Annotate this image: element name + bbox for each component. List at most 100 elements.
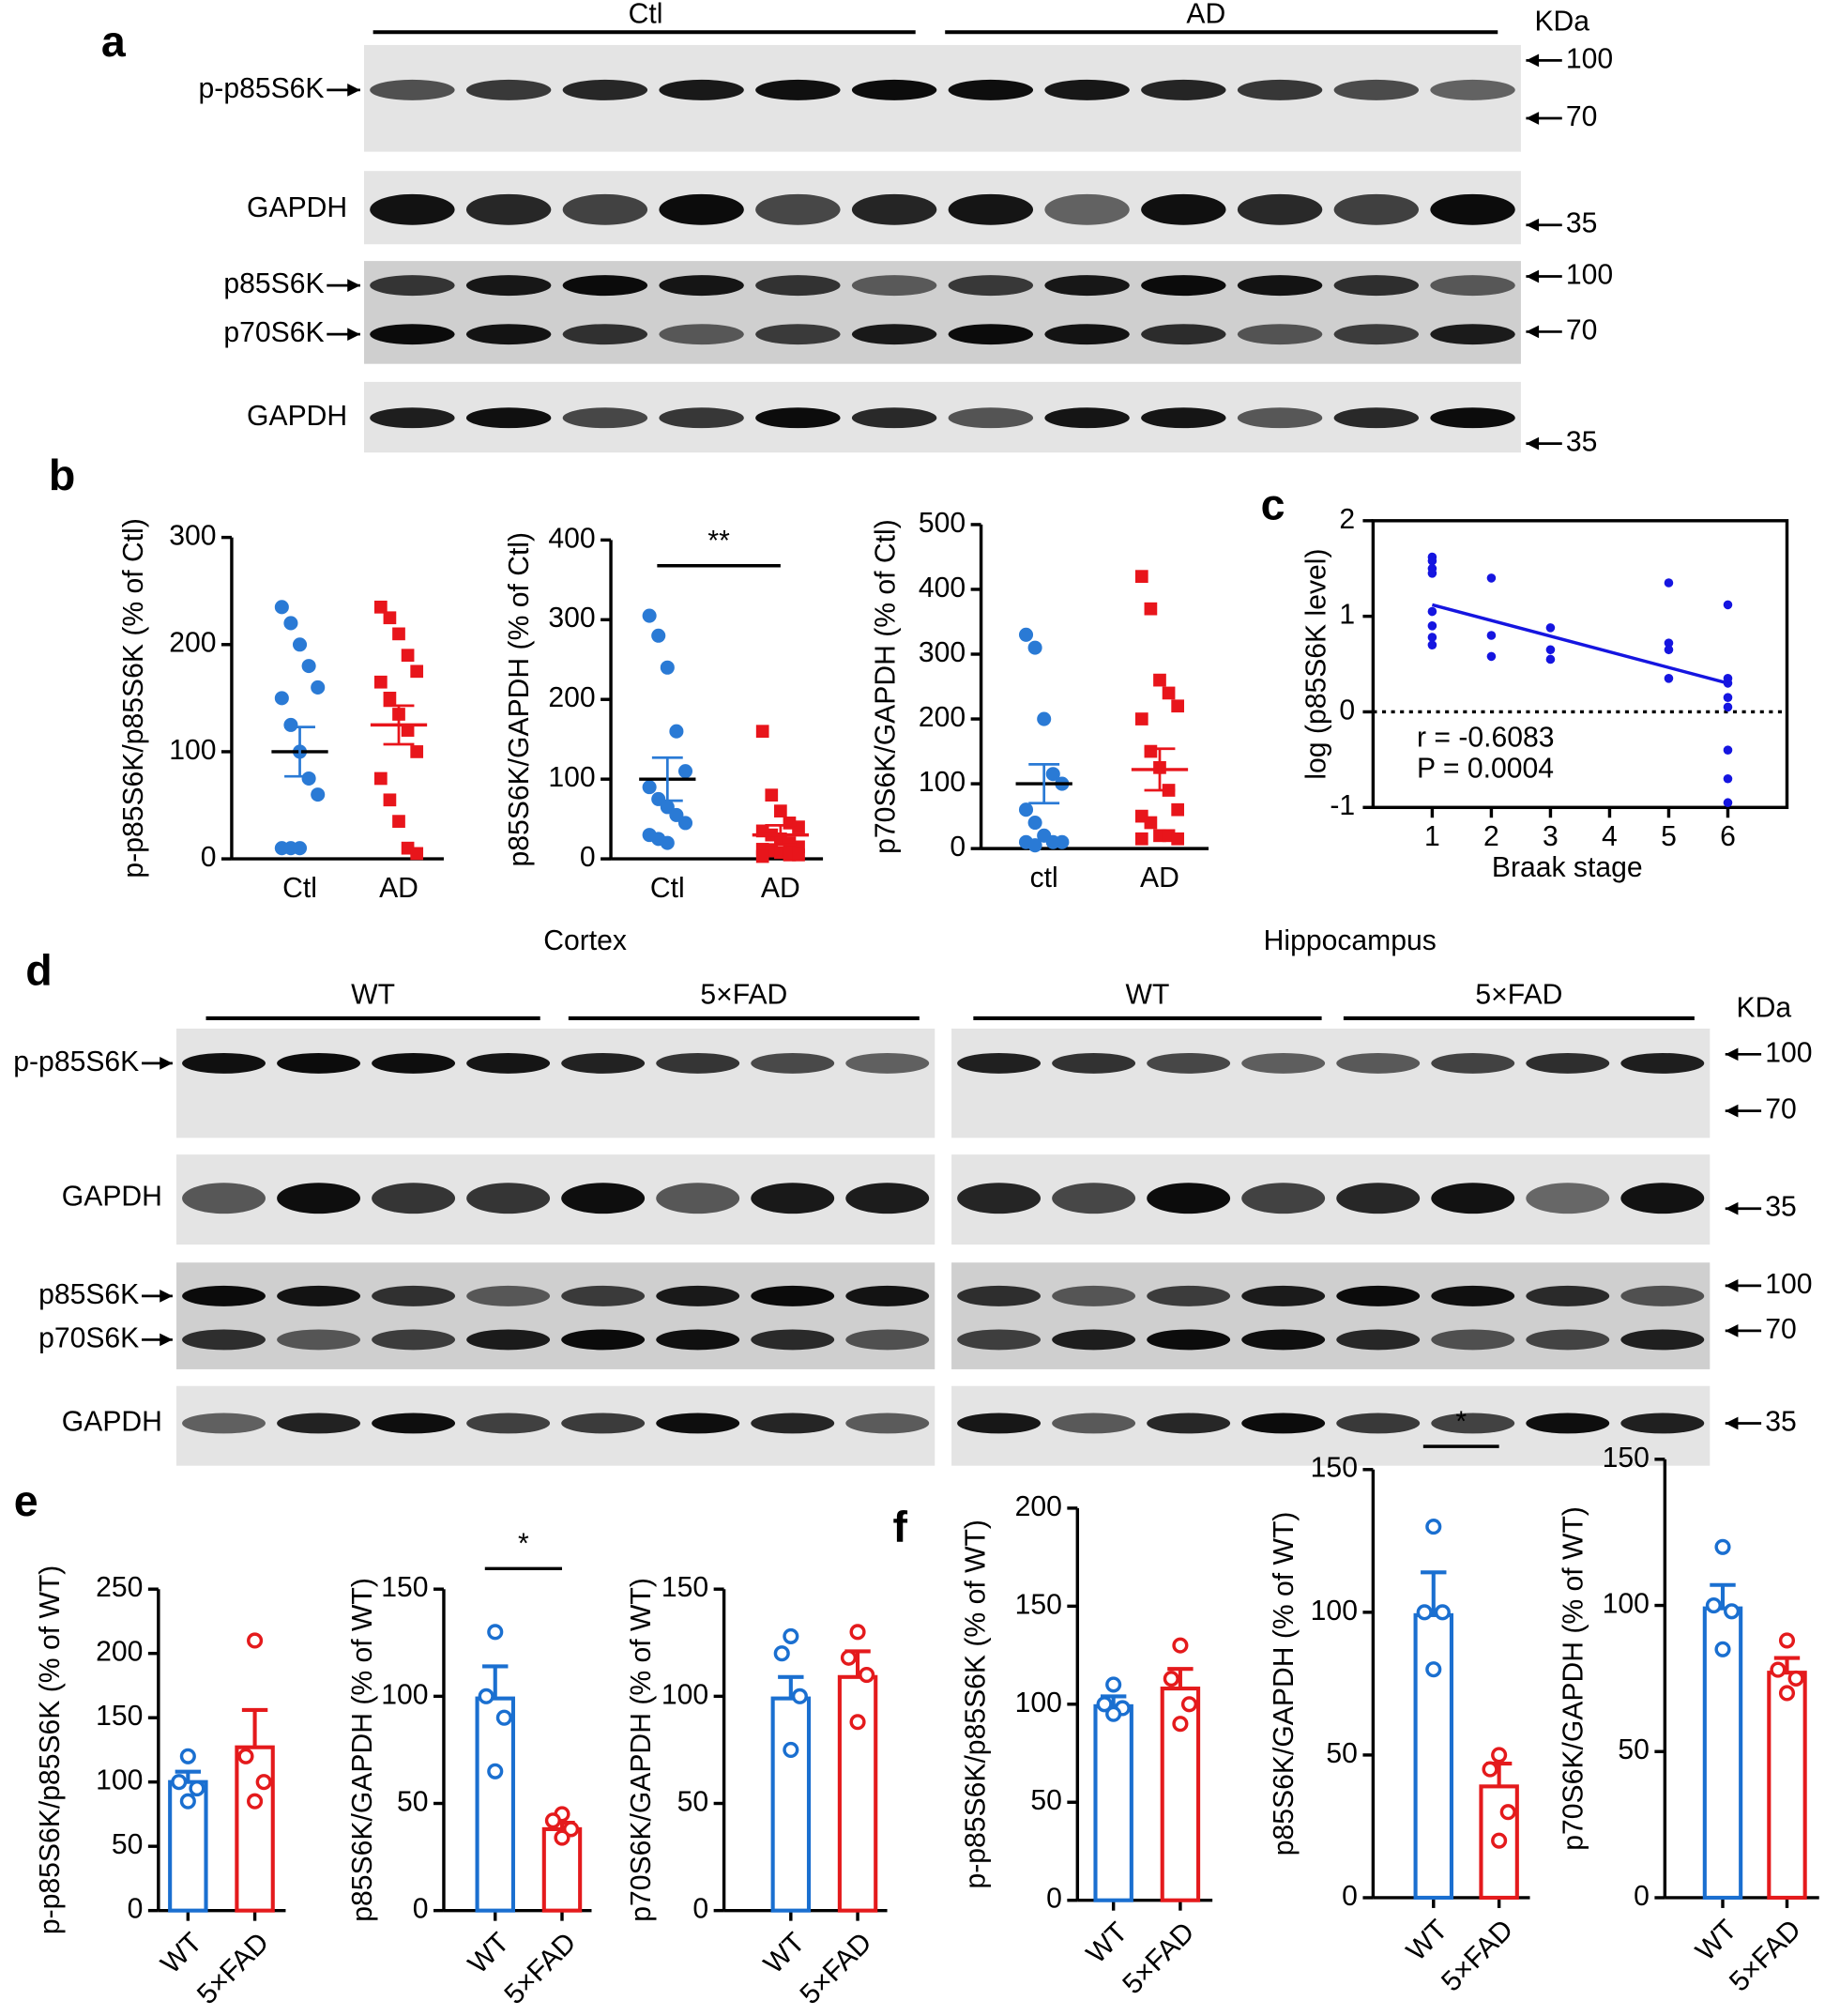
y-tick-label: 0 — [1339, 695, 1355, 725]
blot-band — [1336, 1052, 1421, 1074]
data-point — [311, 680, 326, 695]
data-point — [677, 816, 693, 831]
data-point — [660, 835, 675, 850]
y-tick-label: 100 — [381, 1679, 428, 1710]
y-axis-label: p-p85S6K/p85S6K (% of WT) — [35, 1565, 66, 1934]
blot-band — [948, 324, 1034, 345]
blot-band — [372, 1285, 456, 1306]
x-tick-label: Ctl — [650, 873, 685, 904]
y-tick-label: 400 — [548, 523, 595, 554]
arrow-head — [1526, 53, 1540, 68]
data-point — [373, 771, 388, 786]
blot-band — [1526, 1052, 1610, 1074]
arrow-head — [1725, 1104, 1739, 1118]
blot-band — [1333, 275, 1420, 297]
x-tick-label: 2 — [1483, 821, 1499, 852]
y-axis-label: p85S6K/GAPDH (% of Ctl) — [504, 532, 535, 867]
blot-band — [1044, 193, 1130, 225]
blot-band — [1620, 1329, 1705, 1351]
arrow-head — [160, 1057, 173, 1070]
data-point — [237, 1748, 254, 1764]
blot-band — [562, 324, 648, 345]
data-point — [1486, 573, 1497, 583]
data-point — [669, 724, 684, 739]
blot-band — [1526, 1413, 1610, 1434]
data-point — [1134, 832, 1148, 846]
blot-band — [755, 275, 841, 297]
blot-band — [755, 407, 841, 429]
data-point — [1664, 578, 1674, 588]
blot-band — [659, 79, 744, 100]
blot-band — [1431, 1052, 1515, 1074]
blot-band — [656, 1413, 740, 1434]
blot-band — [957, 1183, 1042, 1214]
panel-letter: f — [893, 1502, 908, 1550]
data-point — [1105, 1676, 1122, 1693]
data-point — [1055, 834, 1070, 849]
marker-label: 35 — [1566, 208, 1598, 239]
y-tick-label: 0 — [950, 832, 966, 863]
data-point — [1162, 686, 1176, 700]
blot-band — [1044, 407, 1130, 429]
blot-band — [1237, 79, 1323, 100]
blot-band — [1241, 1285, 1326, 1306]
y-tick-label: 2 — [1339, 504, 1355, 535]
protein-label: p85S6K — [38, 1279, 139, 1310]
x-tick-label: 1 — [1424, 821, 1440, 852]
blot-band — [370, 275, 455, 297]
y-tick-label: 1 — [1339, 600, 1355, 631]
y-tick-label: -1 — [1330, 790, 1355, 821]
blot-band — [656, 1052, 740, 1074]
blot-band — [845, 1413, 930, 1434]
protein-label: GAPDH — [62, 1406, 162, 1437]
data-point — [1482, 1761, 1498, 1778]
blot-band — [1147, 1413, 1231, 1434]
data-point — [544, 1812, 561, 1829]
data-point — [283, 616, 298, 631]
y-tick-label: 250 — [96, 1572, 143, 1603]
y-tick-label: 100 — [919, 767, 966, 798]
protein-label: GAPDH — [62, 1182, 162, 1213]
y-axis-label: p-p85S6K/p85S6K (% of Ctl) — [118, 518, 149, 878]
blot-band — [182, 1052, 266, 1074]
blot-band — [845, 1052, 930, 1074]
data-point — [1172, 1637, 1189, 1654]
blot-background — [951, 1028, 1711, 1138]
data-point — [1778, 1685, 1796, 1702]
blot-band — [851, 324, 937, 345]
blot-band — [465, 324, 552, 345]
blot-band — [1052, 1329, 1136, 1351]
group-label: WT — [351, 980, 395, 1011]
blot-band — [1052, 1413, 1136, 1434]
blot-band — [751, 1052, 835, 1074]
y-axis-label: p85S6K/GAPDH (% of WT) — [1269, 1512, 1300, 1856]
y-tick-label: 0 — [413, 1894, 429, 1925]
blot-band — [465, 79, 552, 100]
blot-band — [1237, 324, 1323, 345]
data-point — [849, 1714, 866, 1731]
blot-band — [751, 1329, 835, 1351]
blot-band — [1333, 79, 1420, 100]
blot-band — [1336, 1183, 1421, 1214]
data-point — [1714, 1538, 1731, 1555]
y-axis-label: p70S6K/GAPDH (% of Ctl) — [871, 519, 902, 854]
blot-band — [1237, 275, 1323, 297]
fit-line — [1431, 603, 1728, 685]
data-point — [189, 1779, 205, 1797]
data-point — [495, 1709, 512, 1726]
data-point — [660, 660, 675, 675]
y-tick-label: 300 — [548, 603, 595, 634]
data-point — [774, 804, 787, 817]
data-point — [1134, 570, 1148, 584]
data-point — [677, 764, 693, 779]
blot-band — [182, 1285, 266, 1306]
data-point — [1027, 838, 1042, 853]
data-point — [179, 1748, 196, 1764]
data-point — [1723, 798, 1733, 807]
blot-band — [372, 1329, 456, 1351]
blot-band — [1620, 1052, 1705, 1074]
data-point — [1027, 640, 1042, 655]
blot-band — [845, 1183, 930, 1214]
data-point — [1724, 1603, 1741, 1620]
blot-band — [1620, 1413, 1705, 1434]
